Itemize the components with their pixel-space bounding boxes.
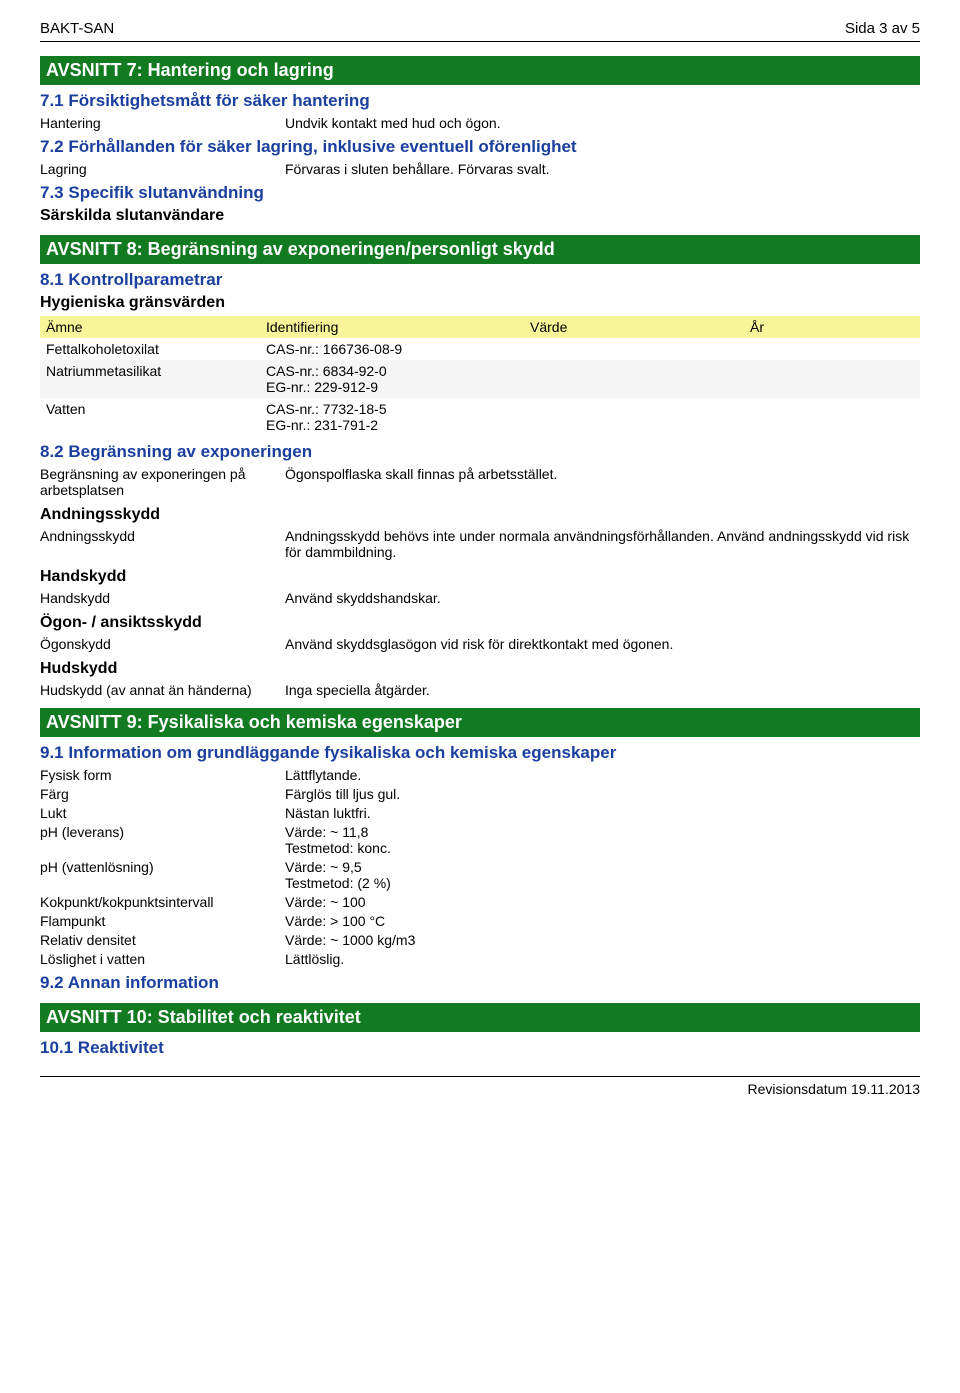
page-footer: Revisionsdatum 19.11.2013 <box>40 1076 920 1097</box>
value: Nästan luktfri. <box>285 805 920 821</box>
value-hantering: Undvik kontakt med hud och ögon. <box>285 115 920 131</box>
label: Kokpunkt/kokpunktsintervall <box>40 894 285 910</box>
section-9-header: AVSNITT 9: Fysikaliska och kemiska egens… <box>40 708 920 737</box>
row-ph-lev: pH (leverans) Värde: ~ 11,8 Testmetod: k… <box>40 824 920 856</box>
th-ar: År <box>744 316 920 338</box>
label-hand: Handskydd <box>40 590 285 606</box>
row-farg: Färg Färglös till ljus gul. <box>40 786 920 802</box>
product-name: BAKT-SAN <box>40 20 114 37</box>
row-ph-vatten: pH (vattenlösning) Värde: ~ 9,5 Testmeto… <box>40 859 920 891</box>
cell-amne: Fettalkoholetoxilat <box>40 338 260 360</box>
label: Fysisk form <box>40 767 285 783</box>
value-begransning: Ögonspolflaska skall finnas på arbetsstä… <box>285 466 920 498</box>
row-hantering: Hantering Undvik kontakt med hud och ögo… <box>40 115 920 131</box>
cell-ident: CAS-nr.: 6834-92-0 EG-nr.: 229-912-9 <box>260 360 524 398</box>
value-andning: Andningsskydd behövs inte under normala … <box>285 528 920 560</box>
th-amne: Ämne <box>40 316 260 338</box>
row-hand: Handskydd Använd skyddshandskar. <box>40 590 920 606</box>
heading-9-2: 9.2 Annan information <box>40 973 920 993</box>
cell-amne: Natriummetasilikat <box>40 360 260 398</box>
label: Lukt <box>40 805 285 821</box>
value: Värde: ~ 9,5 Testmetod: (2 %) <box>285 859 920 891</box>
label-ogon: Ögonskydd <box>40 636 285 652</box>
cell-ar <box>744 398 920 436</box>
heading-7-1: 7.1 Försiktighetsmått för säker hanterin… <box>40 91 920 111</box>
cell-varde <box>524 338 744 360</box>
value: Värde: ~ 1000 kg/m3 <box>285 932 920 948</box>
value: Lättlöslig. <box>285 951 920 967</box>
cell-varde <box>524 398 744 436</box>
heading-9-1: 9.1 Information om grundläggande fysikal… <box>40 743 920 763</box>
cell-amne: Vatten <box>40 398 260 436</box>
label-lagring: Lagring <box>40 161 285 177</box>
label: Färg <box>40 786 285 802</box>
value-lagring: Förvaras i sluten behållare. Förvaras sv… <box>285 161 920 177</box>
revision-date: Revisionsdatum 19.11.2013 <box>747 1081 920 1097</box>
row-hud: Hudskydd (av annat än händerna) Inga spe… <box>40 682 920 698</box>
value: Färglös till ljus gul. <box>285 786 920 802</box>
label-andning: Andningsskydd <box>40 528 285 560</box>
table-header-row: Ämne Identifiering Värde År <box>40 316 920 338</box>
th-varde: Värde <box>524 316 744 338</box>
cell-varde <box>524 360 744 398</box>
th-identifiering: Identifiering <box>260 316 524 338</box>
heading-8-1: 8.1 Kontrollparametrar <box>40 270 920 290</box>
value-ogon: Använd skyddsglasögon vid risk för direk… <box>285 636 920 652</box>
row-fysiskform: Fysisk form Lättflytande. <box>40 767 920 783</box>
page-header: BAKT-SAN Sida 3 av 5 <box>40 20 920 37</box>
label: pH (vattenlösning) <box>40 859 285 891</box>
header-divider <box>40 41 920 42</box>
heading-8-2: 8.2 Begränsning av exponeringen <box>40 442 920 462</box>
section-7-header: AVSNITT 7: Hantering och lagring <box>40 56 920 85</box>
hygien-heading: Hygieniska gränsvärden <box>40 294 920 312</box>
row-kokpunkt: Kokpunkt/kokpunktsintervall Värde: ~ 100 <box>40 894 920 910</box>
value-hand: Använd skyddshandskar. <box>285 590 920 606</box>
row-andning: Andningsskydd Andningsskydd behövs inte … <box>40 528 920 560</box>
cell-ident: CAS-nr.: 166736-08-9 <box>260 338 524 360</box>
value: Värde: ~ 100 <box>285 894 920 910</box>
table-row: Vatten CAS-nr.: 7732-18-5 EG-nr.: 231-79… <box>40 398 920 436</box>
cell-ident: CAS-nr.: 7732-18-5 EG-nr.: 231-791-2 <box>260 398 524 436</box>
value: Lättflytande. <box>285 767 920 783</box>
value-hud: Inga speciella åtgärder. <box>285 682 920 698</box>
heading-andningsskydd: Andningsskydd <box>40 506 920 524</box>
heading-ogonskydd: Ögon- / ansiktsskydd <box>40 614 920 632</box>
sub-7-3: Särskilda slutanvändare <box>40 207 920 225</box>
hygien-table: Ämne Identifiering Värde År Fettalkohole… <box>40 316 920 436</box>
label: Flampunkt <box>40 913 285 929</box>
label-begransning: Begränsning av exponeringen på arbetspla… <box>40 466 285 498</box>
cell-ar <box>744 338 920 360</box>
cell-ar <box>744 360 920 398</box>
table-row: Natriummetasilikat CAS-nr.: 6834-92-0 EG… <box>40 360 920 398</box>
label: Löslighet i vatten <box>40 951 285 967</box>
label: pH (leverans) <box>40 824 285 856</box>
row-begransning: Begränsning av exponeringen på arbetspla… <box>40 466 920 498</box>
label-hud: Hudskydd (av annat än händerna) <box>40 682 285 698</box>
page-number: Sida 3 av 5 <box>845 20 920 37</box>
heading-hudskydd: Hudskydd <box>40 660 920 678</box>
value: Värde: ~ 11,8 Testmetod: konc. <box>285 824 920 856</box>
row-ogon: Ögonskydd Använd skyddsglasögon vid risk… <box>40 636 920 652</box>
row-lagring: Lagring Förvaras i sluten behållare. För… <box>40 161 920 177</box>
label: Relativ densitet <box>40 932 285 948</box>
heading-7-2: 7.2 Förhållanden för säker lagring, inkl… <box>40 137 920 157</box>
heading-7-3: 7.3 Specifik slutanvändning <box>40 183 920 203</box>
row-lukt: Lukt Nästan luktfri. <box>40 805 920 821</box>
section-10-header: AVSNITT 10: Stabilitet och reaktivitet <box>40 1003 920 1032</box>
row-flampunkt: Flampunkt Värde: > 100 °C <box>40 913 920 929</box>
row-loslighet: Löslighet i vatten Lättlöslig. <box>40 951 920 967</box>
heading-handskydd: Handskydd <box>40 568 920 586</box>
value: Värde: > 100 °C <box>285 913 920 929</box>
row-densitet: Relativ densitet Värde: ~ 1000 kg/m3 <box>40 932 920 948</box>
heading-10-1: 10.1 Reaktivitet <box>40 1038 920 1058</box>
section-8-header: AVSNITT 8: Begränsning av exponeringen/p… <box>40 235 920 264</box>
table-row: Fettalkoholetoxilat CAS-nr.: 166736-08-9 <box>40 338 920 360</box>
label-hantering: Hantering <box>40 115 285 131</box>
